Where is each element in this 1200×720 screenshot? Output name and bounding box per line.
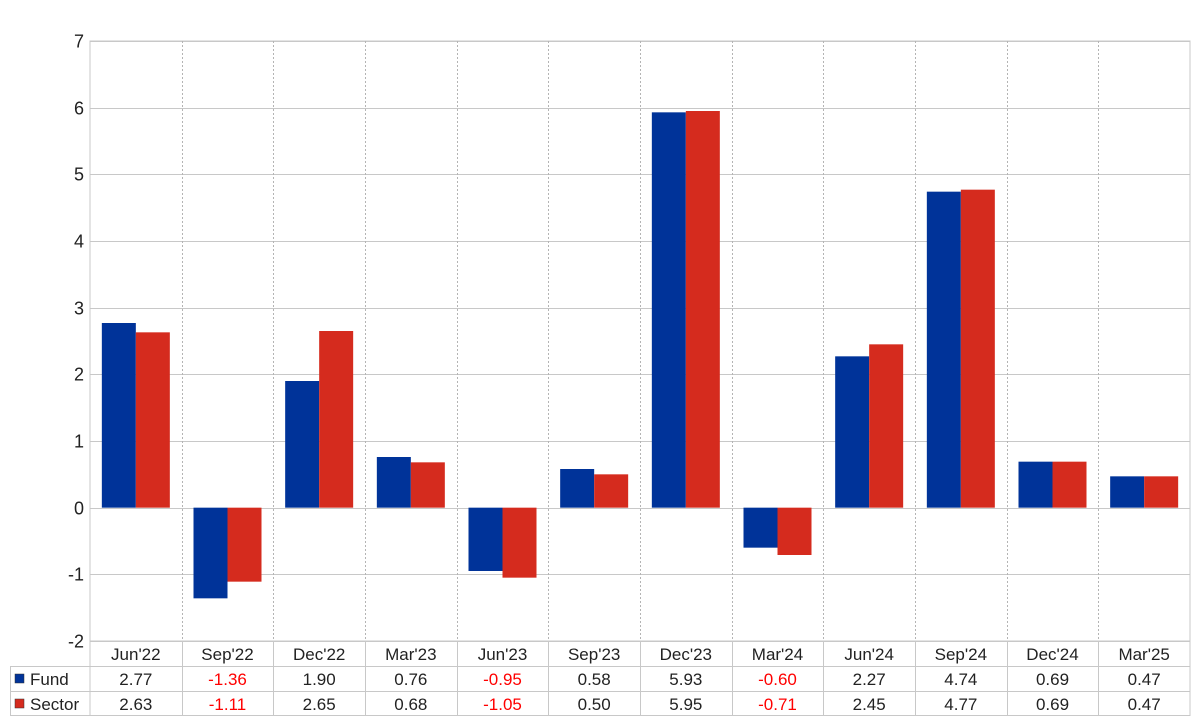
data-label-sector: 2.45	[853, 695, 886, 714]
data-label-sector: 0.47	[1128, 695, 1161, 714]
bar-sector	[319, 331, 354, 508]
x-tick-label: Jun'23	[478, 645, 528, 664]
data-label-sector: 2.63	[119, 695, 152, 714]
bar-sector	[960, 189, 995, 508]
bar-fund	[101, 323, 136, 508]
data-label-sector: -0.71	[758, 695, 797, 714]
bar-fund	[651, 112, 686, 508]
data-label-fund: 0.69	[1036, 670, 1069, 689]
x-tick-label: Dec'23	[660, 645, 712, 664]
y-tick-label: 3	[74, 299, 84, 319]
bar-sector	[777, 507, 812, 555]
bar-fund	[926, 191, 961, 508]
data-label-sector: 0.69	[1036, 695, 1069, 714]
y-tick-label: 2	[74, 365, 84, 385]
data-label-fund: 0.76	[394, 670, 427, 689]
data-label-sector: -1.05	[483, 695, 522, 714]
bar-sector	[869, 344, 904, 508]
bar-sector	[594, 474, 629, 508]
bar-sector	[685, 111, 720, 508]
bar-fund	[743, 507, 778, 548]
x-tick-label: Jun'24	[844, 645, 894, 664]
legend-swatch-sector	[14, 698, 25, 709]
data-label-fund: -1.36	[208, 670, 247, 689]
data-label-sector: 2.65	[303, 695, 336, 714]
x-tick-label: Sep'22	[201, 645, 253, 664]
x-tick-label: Sep'24	[935, 645, 987, 664]
y-tick-label: 1	[74, 432, 84, 452]
data-label-fund: 4.74	[944, 670, 977, 689]
x-tick-label: Dec'24	[1026, 645, 1078, 664]
y-tick-label: 6	[74, 99, 84, 119]
bar-fund	[1110, 476, 1145, 508]
y-tick-label: -2	[68, 632, 84, 652]
data-label-sector: 4.77	[944, 695, 977, 714]
x-tick-label: Mar'23	[385, 645, 436, 664]
bar-fund	[468, 507, 503, 571]
bar-sector	[1144, 476, 1179, 508]
data-label-fund: 2.77	[119, 670, 152, 689]
bar-sector	[410, 462, 445, 508]
x-tick-label: Dec'22	[293, 645, 345, 664]
data-label-sector: -1.11	[209, 695, 247, 714]
data-label-sector: 0.68	[394, 695, 427, 714]
bar-sector	[227, 507, 262, 582]
x-tick-label: Mar'25	[1118, 645, 1169, 664]
x-tick-label: Sep'23	[568, 645, 620, 664]
data-label-sector: 0.50	[578, 695, 611, 714]
bar-sector	[135, 332, 170, 508]
bar-sector	[1052, 461, 1087, 508]
bar-fund	[193, 507, 228, 599]
bar-fund	[835, 356, 870, 508]
bar-sector	[502, 507, 537, 578]
y-tick-label: 0	[74, 499, 84, 519]
y-tick-label: 5	[74, 165, 84, 185]
x-tick-label: Mar'24	[752, 645, 803, 664]
legend-label-sector: Sector	[30, 695, 79, 714]
data-label-fund: -0.95	[483, 670, 522, 689]
bar-fund	[285, 381, 320, 508]
data-label-fund: 2.27	[853, 670, 886, 689]
bar-fund	[560, 469, 595, 508]
y-tick-label: 4	[74, 232, 84, 252]
bar-fund	[376, 457, 411, 508]
data-label-sector: 5.95	[669, 695, 702, 714]
legend-label-fund: Fund	[30, 670, 69, 689]
data-label-fund: 1.90	[303, 670, 336, 689]
y-tick-label: -1	[68, 565, 84, 585]
bar-fund	[1018, 461, 1053, 508]
y-tick-label: 7	[74, 32, 84, 52]
legend-swatch-fund	[14, 673, 25, 684]
data-label-fund: 0.47	[1128, 670, 1161, 689]
data-label-fund: 0.58	[578, 670, 611, 689]
x-tick-label: Jun'22	[111, 645, 161, 664]
data-label-fund: -0.60	[758, 670, 797, 689]
data-label-fund: 5.93	[669, 670, 702, 689]
